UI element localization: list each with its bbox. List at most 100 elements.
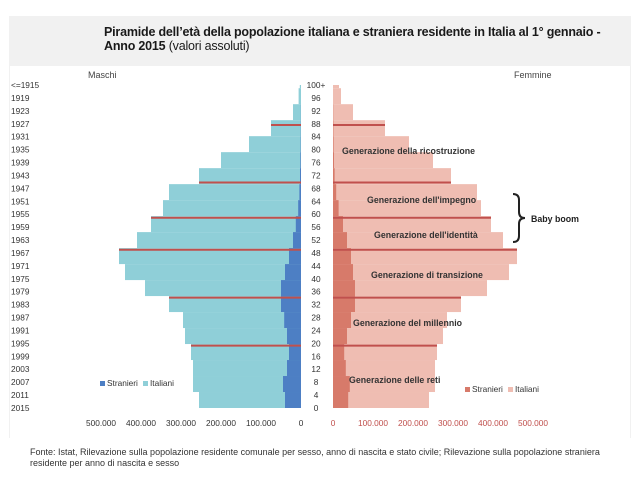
age-tick-23: 8: [314, 377, 319, 387]
age-tick-3: 88: [311, 119, 321, 129]
birth-year-tick-13: 1967: [11, 248, 30, 258]
bar-males-italians-1: [298, 88, 301, 105]
bar-males-italians-11: [119, 248, 301, 265]
birth-year-tick-15: 1975: [11, 274, 30, 284]
bar-males-foreigners-12: [285, 264, 301, 281]
bar-females-italians-20: [333, 392, 429, 408]
bar-females-foreigners-10: [333, 232, 347, 249]
bar-males-italians-17: [191, 344, 301, 361]
age-tick-22: 12: [311, 364, 321, 374]
bar-females-italians-14: [333, 296, 461, 313]
panel-label-males: Maschi: [88, 70, 117, 80]
bar-females-italians-3: [333, 120, 385, 137]
age-tick-5: 80: [311, 145, 321, 155]
x-tick-females-5: 500.000: [518, 418, 548, 428]
bar-females-italians-5: [333, 152, 433, 169]
bar-males-foreigners-17: [289, 344, 301, 361]
age-tick-20: 20: [311, 338, 321, 348]
generation-label-0: Generazione della ricostruzione: [342, 146, 475, 156]
age-tick-0: 100+: [307, 80, 326, 90]
age-tick-18: 28: [311, 313, 321, 323]
birth-year-tick-16: 1979: [11, 287, 30, 297]
bar-females-foreigners-6: [333, 168, 335, 185]
bar-males-foreigners-9: [295, 216, 301, 233]
birth-year-tick-8: 1947: [11, 183, 30, 193]
legend-label-females-italians: Italiani: [515, 384, 539, 394]
age-tick-8: 68: [311, 183, 321, 193]
legend-label-males-foreigners: Stranieri: [107, 378, 138, 388]
bar-females-italians-4: [333, 136, 409, 153]
bar-females-italians-2: [333, 104, 353, 121]
generation-label-4: Generazione del millennio: [353, 318, 463, 328]
bar-males-foreigners-16: [287, 328, 301, 345]
chart-title-main: Piramide dell’età della popolazione ital…: [104, 25, 601, 53]
birth-year-tick-0: <=1915: [11, 80, 40, 90]
age-tick-2: 92: [311, 106, 321, 116]
bar-males-foreigners-13: [281, 280, 301, 297]
age-tick-6: 76: [311, 158, 321, 168]
bar-females-italians-6: [333, 168, 451, 185]
bar-females-foreigners-12: [333, 264, 353, 281]
bar-males-italians-8: [163, 200, 301, 217]
birth-year-tick-4: 1931: [11, 132, 30, 142]
age-tick-9: 64: [311, 196, 321, 206]
x-tick-males-0: 500.000: [86, 418, 116, 428]
bar-females-italians-13: [333, 280, 487, 297]
bar-females-foreigners-4: [333, 136, 334, 153]
chart-title: Piramide dell’età della popolazione ital…: [104, 25, 604, 53]
birth-year-tick-2: 1923: [11, 106, 30, 116]
age-tick-24: 4: [314, 390, 319, 400]
generation-label-3: Generazione di transizione: [371, 270, 483, 280]
x-tick-females-3: 300.000: [438, 418, 468, 428]
bar-females-italians-9: [333, 216, 491, 233]
x-tick-males-2: 300.000: [166, 418, 196, 428]
birth-year-tick-5: 1935: [11, 145, 30, 155]
bar-males-italians-16: [185, 328, 301, 345]
bar-males-foreigners-18: [287, 360, 301, 377]
bar-males-italians-6: [199, 168, 301, 185]
bar-females-foreigners-18: [333, 360, 346, 377]
bar-females-foreigners-11: [333, 248, 351, 265]
bar-males-italians-14: [169, 296, 301, 313]
bar-males-italians-12: [125, 264, 301, 281]
legend-label-males-italians: Italiani: [150, 378, 174, 388]
birth-year-tick-19: 1991: [11, 325, 30, 335]
x-tick-females-2: 200.000: [398, 418, 428, 428]
bar-males-italians-0: [299, 85, 301, 89]
population-pyramid: Maschi Femmine <=1915 1919 1923 1927 1931 1935 1…: [11, 70, 579, 428]
bar-males-italians-9: [151, 216, 301, 233]
birth-year-tick-14: 1971: [11, 261, 30, 271]
bar-females-foreigners-13: [333, 280, 355, 297]
bar-females-italians-15: [333, 312, 447, 329]
bar-males-italians-20: [199, 392, 301, 408]
bar-females-foreigners-5: [333, 152, 334, 169]
legend-swatch-males-foreigners: [100, 381, 105, 386]
bar-males-italians-7: [169, 184, 301, 201]
birth-year-tick-10: 1955: [11, 209, 30, 219]
bar-females-italians-19: [333, 376, 435, 393]
bar-males-foreigners-20: [285, 392, 301, 408]
bar-males-italians-10: [137, 232, 301, 249]
birth-year-tick-6: 1939: [11, 158, 30, 168]
bar-males-foreigners-14: [281, 296, 301, 313]
bar-males-italians-18: [193, 360, 301, 377]
bar-females-italians-1: [333, 88, 341, 105]
chart-title-sub: (valori assoluti): [168, 39, 250, 53]
bar-females-foreigners-17: [333, 344, 345, 361]
age-tick-19: 24: [311, 325, 321, 335]
bar-females-italians-12: [333, 264, 509, 281]
bar-males-italians-13: [145, 280, 301, 297]
birth-year-tick-23: 2007: [11, 377, 30, 387]
bar-females-italians-17: [333, 344, 437, 361]
bar-females-italians-11: [333, 248, 517, 265]
age-tick-10: 60: [311, 209, 321, 219]
x-tick-males-5: 0: [299, 418, 304, 428]
birth-year-tick-21: 1999: [11, 351, 30, 361]
bar-females-italians-7: [333, 184, 477, 201]
x-tick-females-1: 100.000: [358, 418, 388, 428]
birth-year-tick-7: 1943: [11, 170, 30, 180]
birth-year-tick-9: 1951: [11, 196, 30, 206]
bar-females-foreigners-20: [333, 392, 349, 408]
bar-females-foreigners-16: [333, 328, 347, 345]
birth-year-tick-11: 1959: [11, 222, 30, 232]
